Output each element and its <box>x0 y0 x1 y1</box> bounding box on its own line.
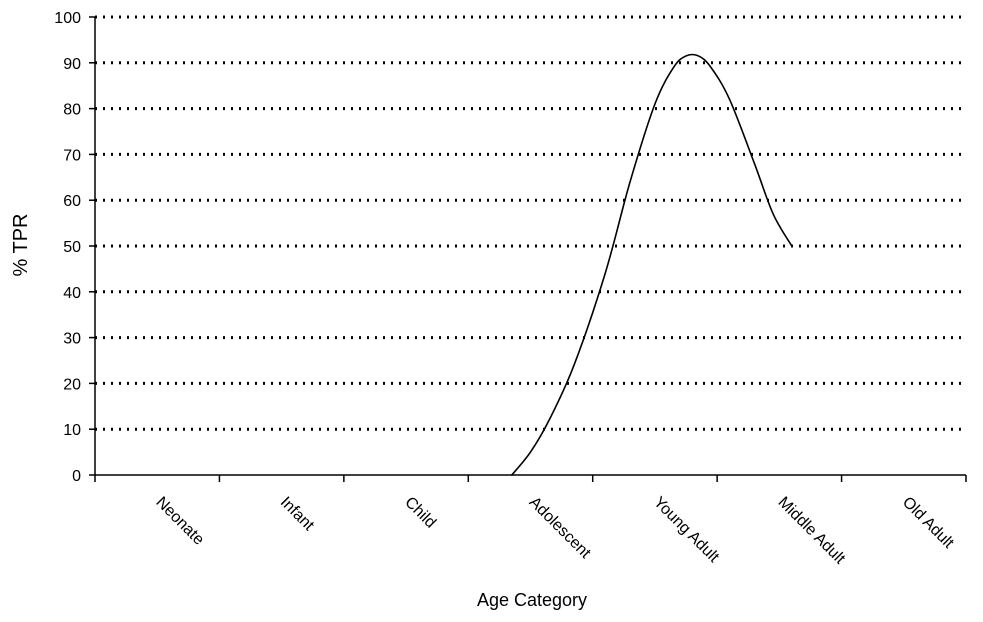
y-tick-label: 60 <box>63 193 81 210</box>
x-tick-label: Child <box>401 494 439 532</box>
y-tick-labels: 0 10 20 30 40 50 60 70 80 90 100 <box>54 10 81 485</box>
y-tick-label: 80 <box>63 102 81 119</box>
y-axis-title: % TPR <box>10 214 32 277</box>
x-tick-label: Neonate <box>152 494 207 549</box>
x-tick-label: Middle Adult <box>775 494 849 568</box>
y-tick-label: 50 <box>63 239 81 256</box>
y-tick-label: 40 <box>63 285 81 302</box>
x-axis-title: Age Category <box>477 590 587 610</box>
y-tick-label: 10 <box>63 422 81 439</box>
y-tick-label: 30 <box>63 331 81 348</box>
y-tick-label: 90 <box>63 56 81 73</box>
axes <box>89 16 967 482</box>
series-line <box>511 53 793 476</box>
series-layer <box>511 53 793 476</box>
y-tick-label: 20 <box>63 376 81 393</box>
x-tick-label: Infant <box>277 494 318 535</box>
y-tick-label: 100 <box>54 10 81 27</box>
x-tick-labels: Neonate Infant Child Adolescent Young Adult M… <box>152 494 957 568</box>
y-tick-label: 70 <box>63 147 81 164</box>
x-tick-label: Young Adult <box>650 494 722 566</box>
x-tick-label: Adolescent <box>526 494 594 562</box>
x-tick-label: Old Adult <box>899 494 957 552</box>
y-tick-label: 0 <box>72 468 81 485</box>
gridlines <box>95 15 966 431</box>
